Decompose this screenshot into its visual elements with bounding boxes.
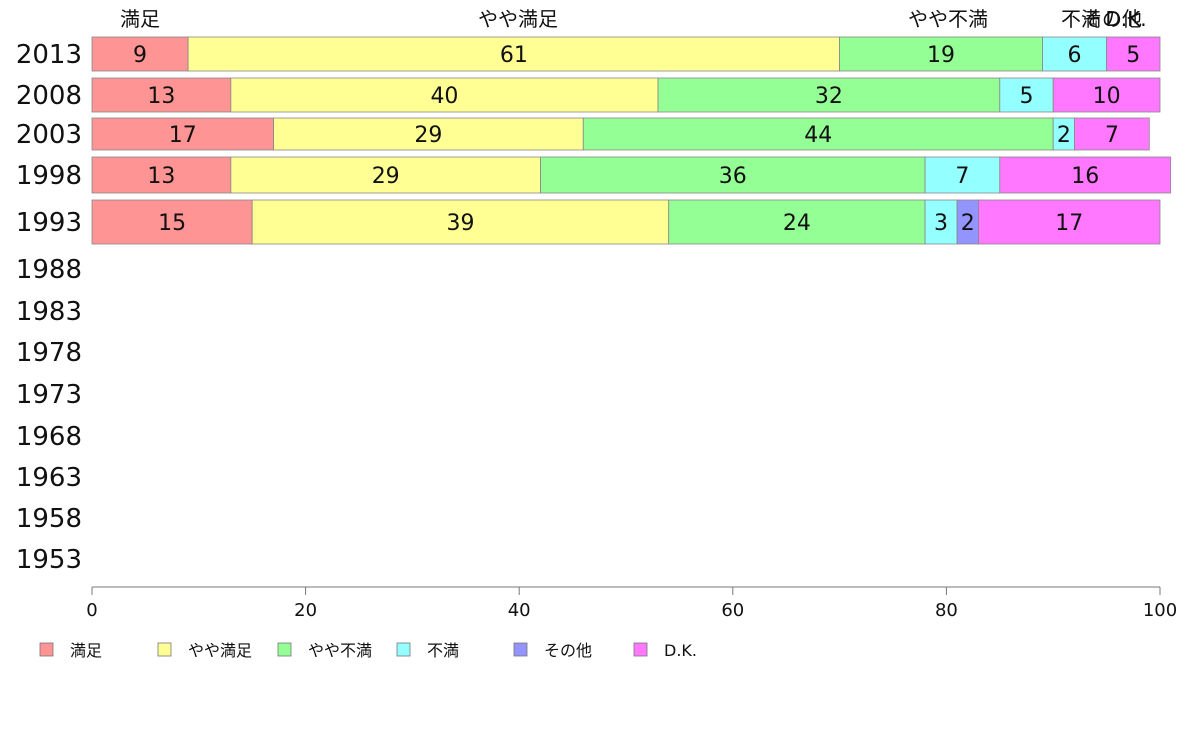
- data-label: 16: [1071, 164, 1099, 189]
- data-label: 2: [961, 211, 975, 236]
- bar-segment: [187, 36, 840, 72]
- bar-segment: [230, 77, 659, 113]
- legend-label: 不満: [427, 641, 459, 660]
- data-label: 15: [158, 211, 186, 236]
- data-label: 13: [147, 164, 175, 189]
- x-tick-label: 0: [86, 600, 97, 621]
- series-top-label: 不満: [1061, 7, 1101, 31]
- bar-segment: [230, 156, 541, 194]
- series-top-label: 満足: [120, 7, 160, 31]
- legend-label: その他: [544, 641, 592, 660]
- category-label: 1978: [16, 338, 82, 368]
- category-label: 1983: [16, 297, 82, 327]
- series-top-label: やや満足: [478, 7, 558, 31]
- category-label: 1963: [16, 463, 82, 493]
- x-tick-label: 100: [1143, 600, 1177, 621]
- bar-segment: [668, 199, 926, 245]
- data-label: 7: [955, 164, 969, 189]
- category-label: 1968: [16, 422, 82, 452]
- data-label: 17: [169, 123, 197, 148]
- bar-segment: [91, 199, 253, 245]
- legend-swatch: [633, 642, 648, 657]
- legend-label: D.K.: [664, 641, 697, 660]
- data-label: 44: [804, 123, 832, 148]
- category-label: 1988: [16, 255, 82, 285]
- legend-swatch: [513, 642, 528, 657]
- category-label: 1953: [16, 545, 82, 575]
- bar-segment: [251, 199, 670, 245]
- category-label: 2003: [16, 120, 82, 150]
- data-label: 36: [719, 164, 747, 189]
- data-label: 13: [147, 84, 175, 109]
- data-label: 29: [414, 123, 442, 148]
- data-label: 9: [133, 43, 147, 68]
- legend-swatch: [157, 642, 172, 657]
- data-label: 61: [500, 43, 528, 68]
- series-top-label: やや不満: [908, 7, 988, 31]
- data-label: 2: [1057, 123, 1071, 148]
- data-label: 32: [815, 84, 843, 109]
- data-label: 29: [372, 164, 400, 189]
- legend-swatch: [39, 642, 54, 657]
- category-label: 2013: [16, 40, 82, 70]
- series-top-label: その他: [1082, 7, 1142, 31]
- bar-segment: [540, 156, 926, 194]
- data-label: 5: [1126, 43, 1140, 68]
- data-label: 17: [1055, 211, 1083, 236]
- data-label: 6: [1068, 43, 1082, 68]
- bar-segment: [91, 36, 189, 72]
- data-label: 24: [783, 211, 811, 236]
- legend-swatch: [277, 642, 292, 657]
- category-label: 1958: [16, 504, 82, 534]
- bar-segment: [657, 77, 1001, 113]
- bar-segment: [999, 156, 1172, 194]
- bar-segment: [924, 199, 958, 245]
- bar-segment: [1052, 77, 1161, 113]
- data-label: 19: [927, 43, 955, 68]
- data-label: 5: [1020, 84, 1034, 109]
- x-tick-label: 20: [294, 600, 317, 621]
- bar-segment: [1106, 36, 1161, 72]
- category-label: 2008: [16, 81, 82, 111]
- data-label: 7: [1105, 123, 1119, 148]
- bar-segment: [978, 199, 1161, 245]
- series-top-label: D.K.: [1105, 7, 1146, 31]
- data-label: 40: [430, 84, 458, 109]
- legend-label: 満足: [70, 641, 102, 660]
- bar-segment: [91, 156, 232, 194]
- data-label: 3: [934, 211, 948, 236]
- bar-segment: [273, 117, 584, 151]
- bar-segment: [924, 156, 1001, 194]
- bar-segment: [839, 36, 1043, 72]
- x-tick-label: 60: [721, 600, 744, 621]
- category-label: 1998: [16, 161, 82, 191]
- legend-label: やや不満: [308, 641, 372, 660]
- legend-swatch: [396, 642, 411, 657]
- legend-label: やや満足: [188, 641, 252, 660]
- bar-segment: [999, 77, 1054, 113]
- category-label: 1993: [16, 208, 82, 238]
- data-label: 10: [1093, 84, 1121, 109]
- bar-segment: [91, 77, 232, 113]
- bar-segment: [582, 117, 1054, 151]
- bar-segment: [1074, 117, 1150, 151]
- x-tick-label: 80: [935, 600, 958, 621]
- category-label: 1973: [16, 380, 82, 410]
- data-label: 39: [446, 211, 474, 236]
- x-tick-label: 40: [508, 600, 531, 621]
